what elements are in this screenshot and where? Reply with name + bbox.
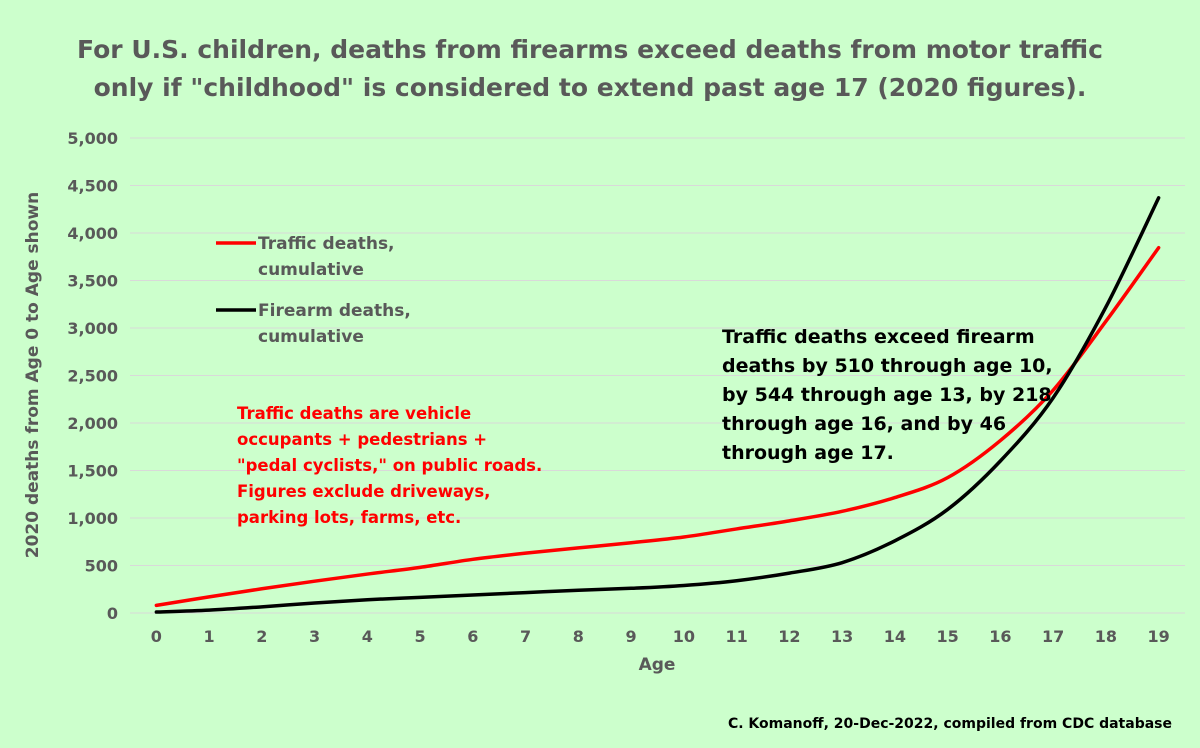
- y-tick-label: 1,000: [67, 509, 118, 528]
- x-axis-title: Age: [639, 655, 676, 675]
- black-annotation-line-2: deaths by 510 through age 10,: [722, 355, 1053, 377]
- y-axis-ticks: 0 500 1,000 1,500 2,000 2,500 3,000 3,500 4,000 4…: [67, 129, 118, 623]
- x-tick-label: 10: [673, 627, 695, 646]
- x-tick-label: 15: [936, 627, 958, 646]
- chart-title: For U.S. children, deaths from firearms …: [77, 35, 1103, 102]
- chart-title-line-2: only if "childhood" is considered to ext…: [94, 73, 1087, 102]
- y-tick-label: 3,500: [67, 272, 118, 291]
- gridlines: [130, 137, 1185, 614]
- x-tick-label: 18: [1095, 627, 1117, 646]
- y-tick-label: 2,000: [67, 414, 118, 433]
- x-tick-label: 17: [1042, 627, 1064, 646]
- x-tick-label: 9: [626, 627, 637, 646]
- y-tick-label: 5,000: [67, 129, 118, 148]
- x-tick-label: 14: [884, 627, 906, 646]
- black-annotation-line-5: through age 17.: [722, 442, 894, 464]
- y-tick-label: 0: [107, 604, 118, 623]
- series-layer: [154, 196, 1161, 614]
- x-tick-label: 2: [256, 627, 267, 646]
- x-tick-label: 8: [573, 627, 584, 646]
- red-annotation: Traffic deaths are vehicle occupants + p…: [237, 404, 542, 527]
- legend-label-firearm-line-1: Firearm deaths,: [258, 301, 411, 321]
- y-tick-label: 3,000: [67, 319, 118, 338]
- x-tick-label: 4: [362, 627, 373, 646]
- x-tick-label: 5: [415, 627, 426, 646]
- black-annotation-line-4: through age 16, and by 46: [722, 413, 1006, 435]
- black-annotation-line-1: Traffic deaths exceed firearm: [722, 326, 1035, 348]
- x-tick-label: 1: [204, 627, 215, 646]
- x-tick-label: 6: [467, 627, 478, 646]
- legend: Traffic deaths, cumulative Firearm death…: [216, 234, 411, 347]
- red-annotation-line-4: Figures exclude driveways,: [237, 482, 490, 501]
- red-annotation-line-1: Traffic deaths are vehicle: [237, 404, 471, 423]
- legend-label-traffic-line-1: Traffic deaths,: [258, 234, 395, 254]
- x-tick-label: 0: [151, 627, 162, 646]
- x-tick-label: 7: [520, 627, 531, 646]
- series-line-traffic: [154, 245, 1161, 608]
- legend-label-traffic-line-2: cumulative: [258, 260, 364, 280]
- x-tick-label: 16: [989, 627, 1011, 646]
- y-tick-label: 4,500: [67, 177, 118, 196]
- legend-entry-traffic: Traffic deaths, cumulative: [216, 234, 395, 280]
- series-line-firearm: [154, 196, 1161, 614]
- red-annotation-line-5: parking lots, farms, etc.: [237, 508, 461, 527]
- y-tick-label: 1,500: [67, 462, 118, 481]
- red-annotation-line-3: "pedal cyclists," on public roads.: [237, 456, 542, 475]
- x-tick-label: 12: [778, 627, 800, 646]
- red-annotation-line-2: occupants + pedestrians +: [237, 430, 487, 449]
- black-annotation: Traffic deaths exceed firearm deaths by …: [722, 326, 1053, 464]
- x-tick-label: 3: [309, 627, 320, 646]
- source-credit: C. Komanoff, 20-Dec-2022, compiled from …: [728, 716, 1172, 732]
- black-annotation-line-3: by 544 through age 13, by 218: [722, 384, 1052, 406]
- chart-title-line-1: For U.S. children, deaths from firearms …: [77, 35, 1103, 64]
- y-axis-title: 2020 deaths from Age 0 to Age shown: [23, 192, 43, 559]
- y-tick-label: 4,000: [67, 224, 118, 243]
- x-axis-ticks: 0 1 2 3 4 5 6 7 8 9 10 11 12 13 14 15 16 17 18 19: [151, 627, 1170, 646]
- legend-entry-firearm: Firearm deaths, cumulative: [216, 301, 411, 347]
- y-tick-label: 500: [85, 557, 118, 576]
- legend-label-firearm-line-2: cumulative: [258, 327, 364, 347]
- x-tick-label: 19: [1147, 627, 1169, 646]
- y-tick-label: 2,500: [67, 367, 118, 386]
- x-tick-label: 11: [725, 627, 747, 646]
- x-tick-label: 13: [831, 627, 853, 646]
